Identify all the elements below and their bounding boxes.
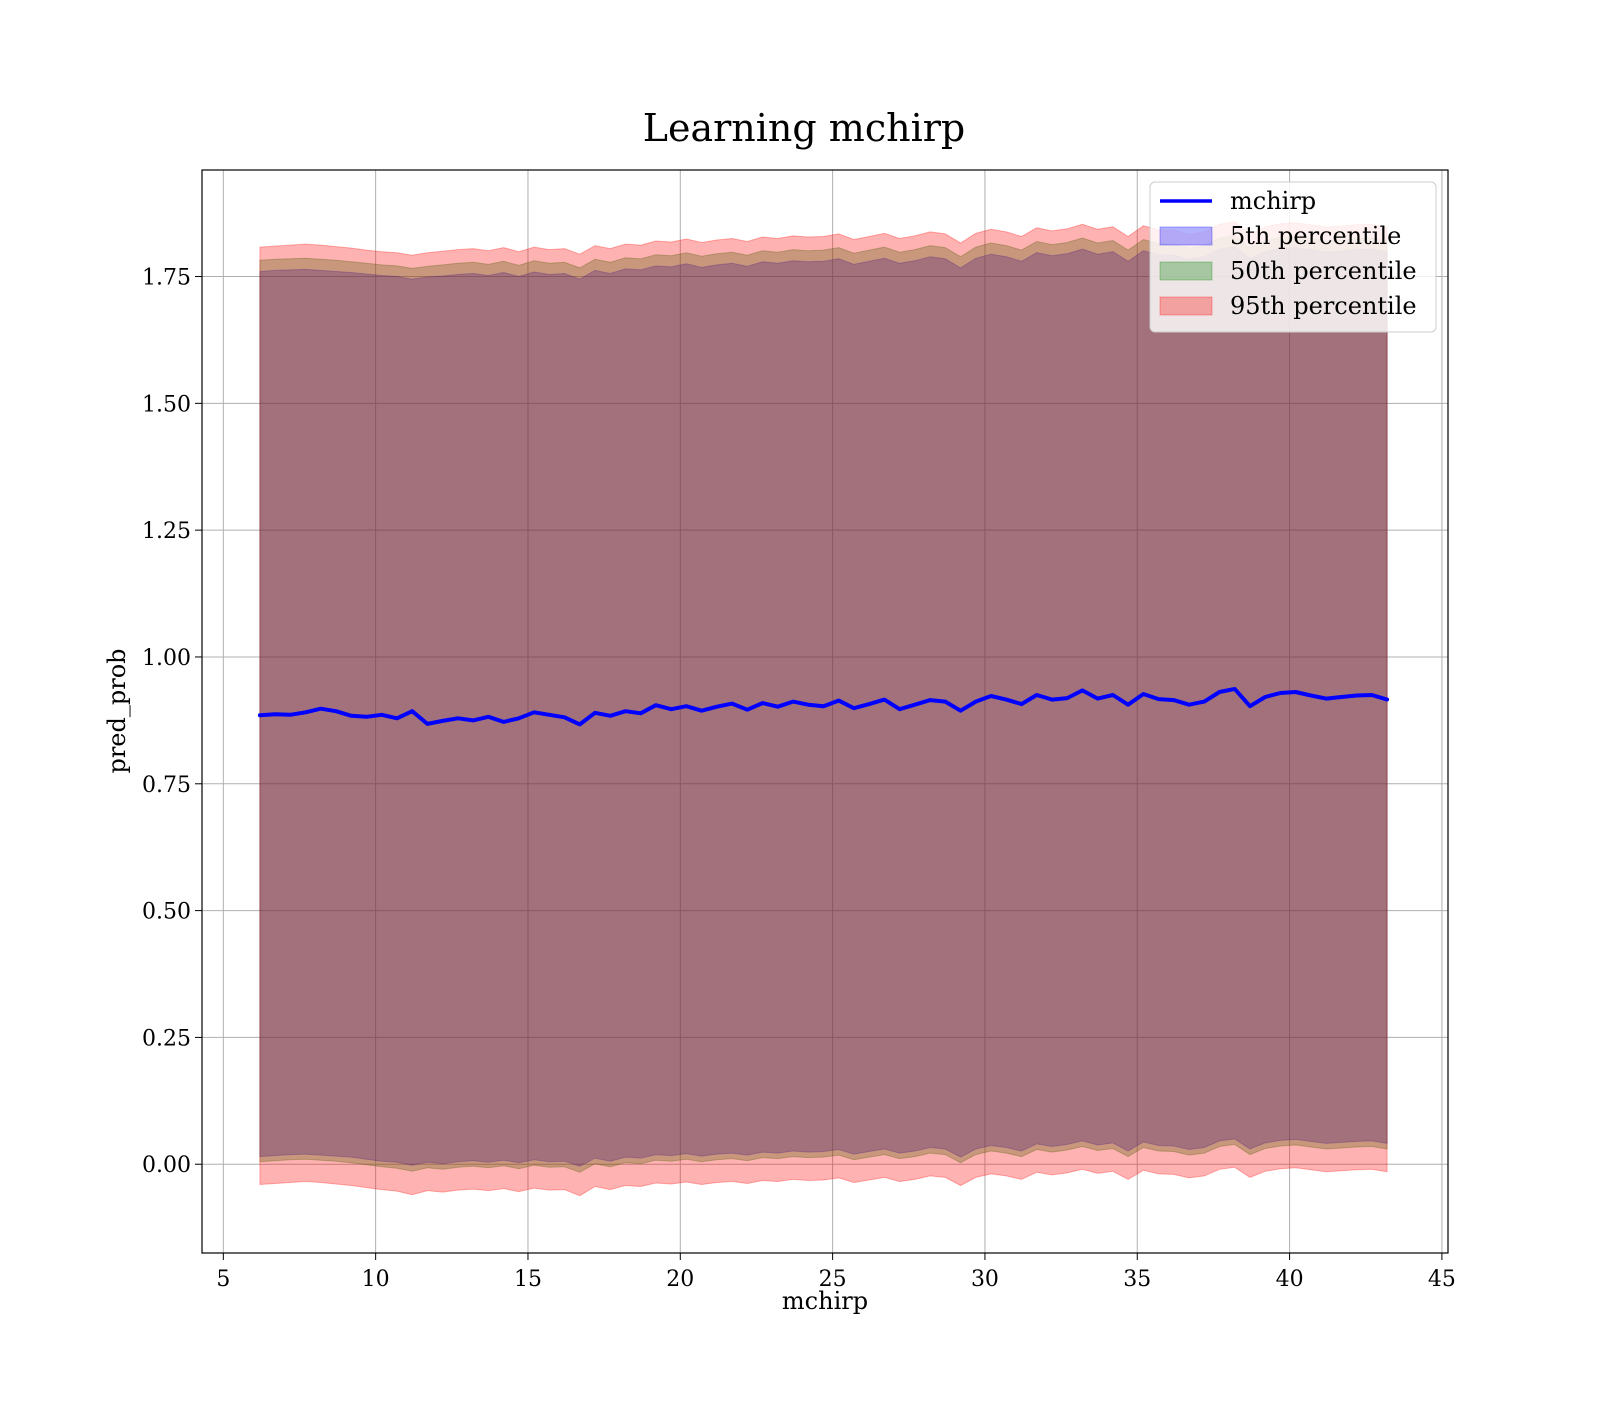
legend: mchirp 5th percentile 50th percentile 95… — [1149, 181, 1437, 333]
legend-entry-5th-percentile: 5th percentile — [1159, 222, 1401, 250]
legend-label: mchirp — [1230, 187, 1316, 215]
chart-title: Learning mchirp — [643, 106, 965, 150]
band-95th-percentile — [259, 221, 1388, 1197]
legend-box — [1149, 181, 1437, 333]
y-tick-label: 0.00 — [142, 1153, 191, 1178]
legend-label: 50th percentile — [1230, 257, 1417, 285]
x-tick-label: 10 — [362, 1267, 390, 1292]
x-tick-label: 40 — [1276, 1267, 1304, 1292]
band-50th-percentile — [259, 234, 1388, 1173]
y-tick-layer: 0.00 0.25 0.50 0.75 1.00 1.25 1.50 1.75 — [142, 266, 202, 1178]
y-tick-label: 1.75 — [142, 266, 191, 291]
y-tick-label: 0.25 — [142, 1026, 191, 1051]
legend-entry-50th-percentile: 50th percentile — [1159, 257, 1417, 285]
legend-label: 95th percentile — [1230, 292, 1417, 320]
x-tick-label: 30 — [971, 1267, 999, 1292]
x-tick-label: 45 — [1428, 1267, 1456, 1292]
y-tick-label: 0.50 — [142, 900, 191, 925]
legend-patch-swatch — [1159, 226, 1213, 246]
y-tick-label: 0.75 — [142, 773, 191, 798]
x-tick-label: 15 — [514, 1267, 542, 1292]
line-layer — [257, 686, 1390, 727]
x-axis-label: mchirp — [782, 1287, 868, 1315]
x-tick-label: 20 — [666, 1267, 694, 1292]
plot-frame — [201, 169, 1449, 1254]
legend-patch-swatch — [1159, 261, 1213, 281]
y-tick-label: 1.25 — [142, 519, 191, 544]
x-tick-label: 5 — [216, 1267, 230, 1292]
y-tick-label: 1.50 — [142, 392, 191, 417]
y-tick-label: 1.00 — [142, 646, 191, 671]
x-tick-label: 25 — [819, 1267, 847, 1292]
legend-label: 5th percentile — [1230, 222, 1401, 250]
band-layer — [259, 221, 1388, 1197]
x-tick-label: 35 — [1123, 1267, 1151, 1292]
x-tick-layer: 5 10 15 20 25 30 35 40 45 — [216, 1253, 1456, 1292]
legend-entry-95th-percentile: 95th percentile — [1159, 292, 1417, 320]
y-axis-label: pred_prob — [103, 648, 131, 773]
series-line-mchirp — [257, 686, 1390, 727]
grid-layer — [202, 170, 1448, 1253]
legend-entry-mchirp: mchirp — [1160, 187, 1316, 215]
legend-patch-swatch — [1159, 296, 1213, 316]
